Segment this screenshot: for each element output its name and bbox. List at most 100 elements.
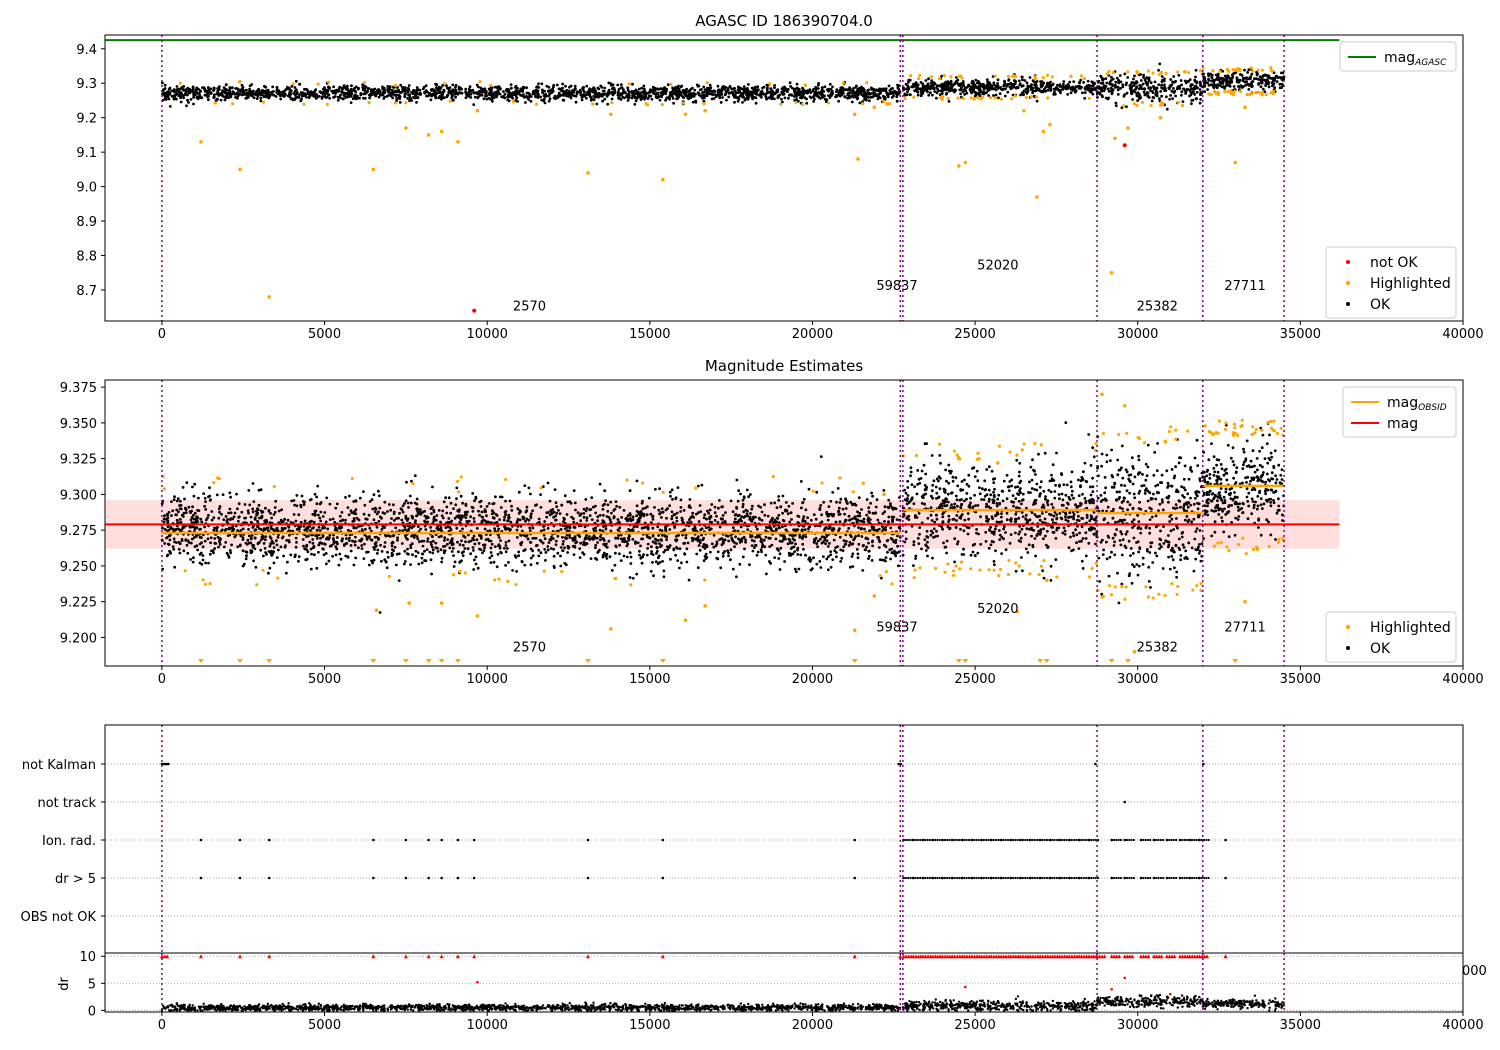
ok-point (426, 90, 429, 94)
ok-point (327, 559, 331, 563)
ok-point (298, 93, 301, 96)
ok-point (855, 548, 859, 551)
ok-point (674, 553, 677, 557)
ok-point (766, 86, 769, 90)
ok-point (574, 508, 577, 512)
ok-point (1251, 80, 1255, 83)
ok-point (224, 83, 228, 86)
ok-point (1275, 80, 1279, 84)
ok-point (565, 91, 569, 95)
ok-point (879, 89, 882, 93)
ok-point (398, 511, 401, 515)
panel2-title: Magnitude Estimates (705, 357, 863, 375)
ok-point (743, 515, 747, 518)
ok-point (1228, 84, 1232, 88)
ok-point (1244, 80, 1248, 83)
ok-point (180, 538, 184, 541)
ok-point (254, 565, 258, 569)
ok-point (479, 86, 483, 90)
highlighted-point (1041, 129, 1046, 134)
ok-point (788, 93, 791, 97)
ok-point (371, 561, 374, 565)
ok-point (603, 86, 607, 90)
ok-point (729, 558, 732, 562)
ok-point (827, 555, 830, 558)
ok-point (1111, 88, 1114, 92)
ok-point (749, 512, 752, 515)
highlighted-point (981, 95, 985, 99)
ok-point (461, 501, 464, 505)
ok-point (1177, 73, 1181, 77)
ok-point (250, 94, 254, 98)
ok-point (769, 87, 773, 91)
ok-point (164, 94, 168, 98)
ok-point (161, 92, 164, 96)
ok-point (774, 537, 778, 541)
ok-point (317, 513, 320, 517)
ok-point (323, 511, 327, 514)
ok-point (856, 91, 860, 94)
ok-point (1207, 77, 1210, 81)
ok-point (1183, 79, 1187, 83)
ok-point (839, 497, 843, 501)
highlighted-point (1183, 70, 1187, 74)
ok-point (975, 81, 979, 85)
ok-point (407, 88, 411, 92)
ok-point (1210, 76, 1214, 79)
ok-point (492, 502, 496, 505)
ok-point (812, 100, 816, 103)
ok-point (801, 86, 804, 90)
ok-point (817, 91, 820, 94)
ok-point (294, 545, 298, 549)
ok-point (619, 83, 623, 86)
ok-point (726, 88, 730, 92)
ok-point (434, 91, 438, 95)
ok-point (649, 512, 653, 516)
ok-point (764, 529, 768, 532)
ok-point (776, 88, 780, 92)
ok-point (710, 503, 714, 506)
ok-point (524, 95, 528, 99)
ok-point (548, 97, 552, 101)
highlighted-point (1187, 71, 1191, 75)
ok-point (198, 96, 202, 99)
ok-point (468, 89, 472, 92)
ok-point (351, 97, 355, 101)
ok-point (442, 88, 446, 92)
ok-point (537, 548, 541, 552)
ok-point (750, 96, 754, 100)
ok-point (514, 93, 517, 97)
ok-point (489, 546, 493, 550)
ok-point (783, 560, 786, 563)
ok-point (561, 82, 564, 86)
x-tick-label: 15000 (629, 327, 670, 342)
ok-point (594, 546, 597, 550)
ok-point (285, 571, 288, 575)
x-tick-label: 20000 (792, 327, 833, 342)
ok-point (1192, 90, 1195, 94)
ok-point (1191, 87, 1195, 91)
ok-point (748, 515, 752, 519)
ok-point (279, 97, 283, 101)
ok-point (375, 525, 379, 529)
ok-point (338, 552, 342, 556)
ok-point (875, 89, 878, 92)
ok-point (259, 488, 263, 491)
ok-point (441, 93, 444, 97)
ok-point (1119, 87, 1122, 90)
ok-point (1181, 100, 1185, 103)
ok-point (668, 97, 671, 101)
ok-point (1242, 85, 1245, 88)
ok-point (595, 536, 599, 540)
ok-point (949, 79, 953, 83)
ok-point (193, 528, 197, 531)
ok-point (1146, 91, 1149, 94)
ok-point (443, 536, 447, 540)
ok-point (208, 486, 211, 490)
ok-point (765, 97, 768, 101)
ok-point (971, 85, 974, 89)
ok-point (163, 514, 166, 518)
ok-point (837, 529, 840, 533)
ok-point (373, 91, 376, 94)
ok-point (628, 576, 632, 579)
